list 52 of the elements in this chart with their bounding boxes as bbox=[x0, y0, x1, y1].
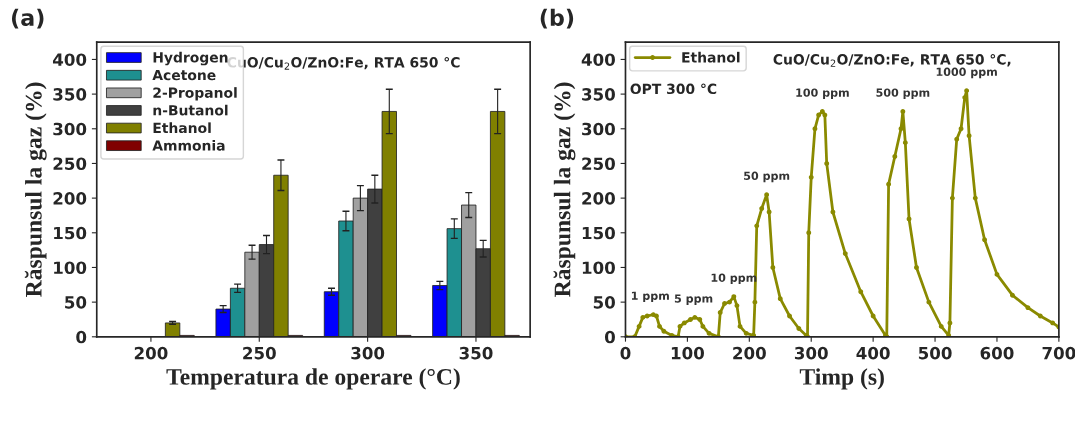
y-tick-label: 300 bbox=[582, 122, 615, 136]
y-tick-label: 150 bbox=[582, 226, 615, 240]
x-tick-label: 700 bbox=[1042, 346, 1075, 360]
annotation: 1000 ppm bbox=[936, 67, 997, 79]
y-tick-label: 200 bbox=[53, 192, 87, 205]
y-tick-label: 50 bbox=[593, 296, 615, 309]
annotation: 50 ppm bbox=[744, 171, 790, 183]
y-tick-label: 400 bbox=[581, 53, 615, 66]
y-axis-title: Răspunsul la gaz (%) bbox=[24, 82, 47, 297]
x-tick-label: 500 bbox=[918, 346, 952, 360]
x-axis-title: Temperatura de operare (°C) bbox=[166, 368, 460, 390]
y-tick-label: 350 bbox=[582, 88, 615, 101]
legend-label: Acetone bbox=[152, 69, 216, 81]
legend-label: Hydrogen bbox=[153, 51, 228, 66]
y-axis-title: Răspunsul la gaz (%) bbox=[553, 82, 576, 297]
y-tick-label: 300 bbox=[53, 122, 87, 136]
x-tick-label: 250 bbox=[243, 346, 276, 360]
y-tick-label: 150 bbox=[54, 226, 87, 240]
x-tick-label: 100 bbox=[671, 346, 704, 360]
annotation: CuO/Cu$_{2}$O/ZnO:Fe, RTA 650 °C bbox=[227, 56, 460, 70]
y-tick-label: 250 bbox=[582, 157, 615, 171]
x-tick-label: 0 bbox=[620, 346, 631, 360]
annotation: 1 ppm bbox=[631, 291, 669, 303]
y-tick-label: 100 bbox=[582, 261, 615, 275]
y-tick-label: 250 bbox=[53, 157, 87, 171]
text: (b) bbox=[540, 8, 574, 29]
legend-label: 2-Propanol bbox=[153, 87, 237, 101]
annotation: 500 ppm bbox=[876, 88, 930, 99]
y-tick-label: 350 bbox=[53, 88, 87, 101]
x-tick-label: 200 bbox=[134, 346, 168, 360]
x-tick-label: 400 bbox=[856, 346, 890, 360]
x-tick-label: 600 bbox=[980, 346, 1014, 360]
y-tick-label: 0 bbox=[76, 330, 87, 344]
annotation: 5 ppm bbox=[674, 294, 713, 305]
x-tick-label: 350 bbox=[459, 346, 493, 360]
legend-label: n-Butanol bbox=[153, 104, 228, 116]
annotation: 100 ppm bbox=[796, 88, 849, 99]
annotation: CuO/Cu$_{2}$O/ZnO:Fe, RTA 650 °C, bbox=[773, 54, 1011, 67]
text: (a) bbox=[11, 8, 44, 29]
legend-label: Ethanol bbox=[682, 51, 740, 63]
y-tick-label: 50 bbox=[65, 296, 87, 309]
y-tick-label: 200 bbox=[582, 192, 615, 205]
x-tick-label: 300 bbox=[351, 346, 385, 360]
legend-label: Ammonia bbox=[152, 139, 225, 151]
y-tick-label: 0 bbox=[604, 330, 615, 344]
x-tick-label: 300 bbox=[794, 346, 828, 360]
y-tick-label: 100 bbox=[54, 261, 87, 275]
x-axis-title: Timp (s) bbox=[799, 368, 884, 390]
x-tick-label: 200 bbox=[733, 346, 766, 360]
legend-label: Ethanol bbox=[153, 122, 211, 134]
annotation: OPT 300 °C bbox=[630, 83, 717, 95]
y-tick-label: 400 bbox=[52, 53, 87, 66]
